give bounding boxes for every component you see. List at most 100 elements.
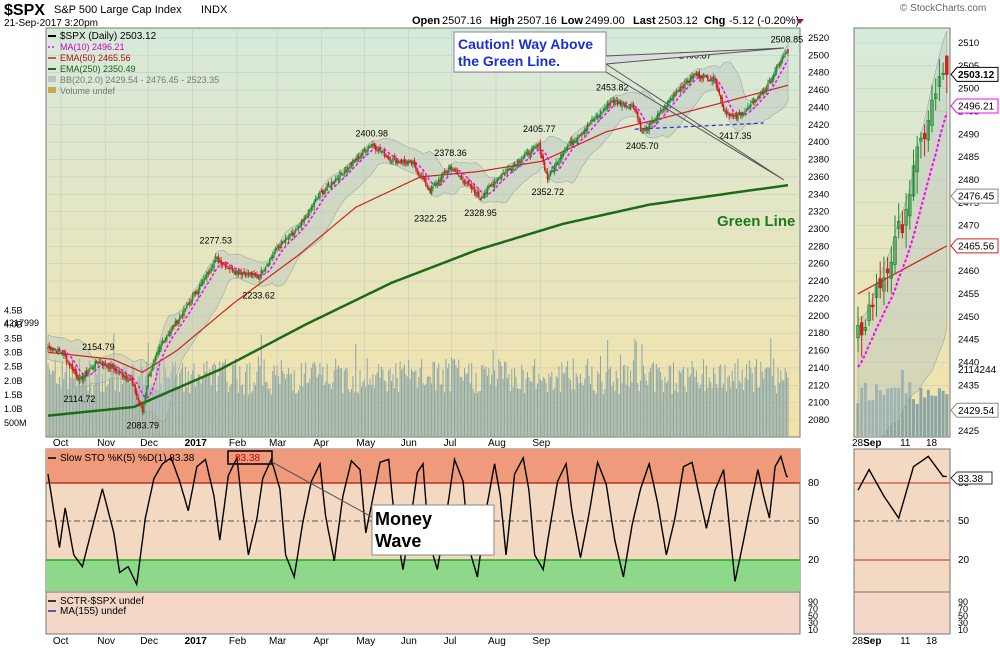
volume-bar — [545, 382, 547, 437]
volume-bar — [770, 338, 772, 437]
open-value: 2507.16 — [442, 15, 482, 27]
volume-bar — [233, 365, 235, 437]
price-axis-tick: 2480 — [808, 68, 829, 79]
zoom-volume-bar — [915, 403, 919, 437]
candle-body — [428, 187, 430, 190]
candle-body — [528, 151, 530, 156]
candle-body — [294, 230, 297, 232]
candle-body — [309, 209, 311, 212]
volume-bar — [631, 382, 633, 437]
candle-body — [569, 141, 572, 144]
volume-bar — [193, 363, 195, 437]
volume-bar — [54, 359, 56, 437]
volume-bar — [680, 372, 682, 437]
candle-body — [781, 57, 784, 63]
volume-bar — [594, 390, 596, 437]
volume-bar — [408, 359, 410, 437]
candle-body — [180, 315, 182, 318]
volume-bar — [313, 361, 315, 437]
volume-bar — [761, 371, 763, 437]
volume-bar — [345, 367, 347, 437]
candle-body — [687, 80, 689, 83]
date-axis-label: Aug — [488, 438, 506, 449]
price-axis-tick: 2200 — [808, 311, 829, 322]
candle-body — [330, 181, 333, 189]
candle-body — [483, 193, 486, 199]
volume-bar — [127, 373, 129, 437]
date-axis-label: Sep — [532, 636, 550, 647]
candle-body — [316, 198, 318, 200]
zoom-candle-body — [897, 220, 901, 229]
volume-bar — [71, 358, 73, 437]
candle-body — [70, 364, 72, 366]
zoom-candle-body — [885, 268, 890, 274]
candle-body — [257, 275, 260, 278]
volume-bar — [777, 367, 779, 437]
volume-bar — [549, 377, 551, 437]
volume-bar — [787, 377, 789, 437]
zoom-axis-tick: 2435 — [958, 380, 979, 391]
candle-body — [784, 52, 786, 56]
date-axis-label: Nov — [97, 636, 115, 647]
candle-body — [591, 119, 593, 122]
zoom-axis-tick: 2505 — [958, 61, 979, 72]
candle-body — [727, 111, 729, 114]
candle-body — [416, 168, 419, 174]
candle-body — [624, 103, 626, 107]
candle-body — [608, 103, 610, 106]
candle-body — [204, 277, 207, 280]
candle-body — [765, 88, 768, 92]
candle-body — [476, 192, 479, 195]
candle-body — [732, 114, 735, 117]
price-axis-tick: 2520 — [808, 33, 829, 44]
volume-bar — [582, 385, 584, 437]
volume-bar — [727, 376, 729, 437]
low-label: Low — [561, 15, 583, 27]
caution-pointer — [605, 47, 785, 65]
volume-bar — [494, 370, 496, 437]
volume-bar — [713, 368, 715, 437]
volume-bar — [486, 375, 488, 437]
volume-bar — [386, 391, 388, 437]
candle-body — [65, 355, 68, 362]
volume-bar — [419, 367, 421, 437]
volume-bar — [156, 362, 158, 437]
zoom-candle-body — [860, 322, 864, 336]
volume-bar — [381, 366, 383, 437]
high-label: High — [490, 15, 515, 27]
candle-body — [173, 324, 175, 328]
volume-bar — [602, 393, 604, 437]
candle-body — [55, 350, 58, 353]
candle-body — [565, 147, 567, 151]
volume-bar — [333, 370, 335, 437]
candle-body — [392, 158, 394, 162]
volume-bar — [162, 391, 164, 437]
price-extreme-label: 2233.62 — [242, 291, 275, 301]
volume-bar — [379, 377, 381, 437]
candle-body — [513, 163, 516, 166]
volume-bar — [257, 356, 259, 437]
candle-body — [432, 186, 434, 189]
zoom-candle-body — [900, 224, 905, 234]
candle-body — [105, 365, 108, 367]
volume-bar — [365, 386, 367, 437]
candle-body — [343, 170, 346, 174]
candle-body — [340, 173, 343, 175]
candle-body — [568, 144, 570, 147]
candle-body — [163, 341, 165, 343]
candle-body — [775, 66, 778, 72]
volume-bar — [684, 386, 686, 437]
volume-bar — [285, 379, 287, 437]
volume-bar — [471, 362, 473, 437]
zoom-value-tag-text: 2465.56 — [958, 241, 995, 252]
candle-body — [91, 367, 94, 370]
candle-body — [492, 183, 494, 186]
candle-body — [724, 110, 726, 113]
candle-body — [385, 154, 387, 157]
volume-bar — [708, 377, 710, 437]
volume-bar — [391, 381, 393, 437]
legend-ema50: EMA(50) 2465.56 — [60, 53, 131, 63]
caution-callout-box — [453, 31, 607, 73]
candle-body — [651, 120, 653, 125]
volume-bar — [544, 378, 546, 437]
